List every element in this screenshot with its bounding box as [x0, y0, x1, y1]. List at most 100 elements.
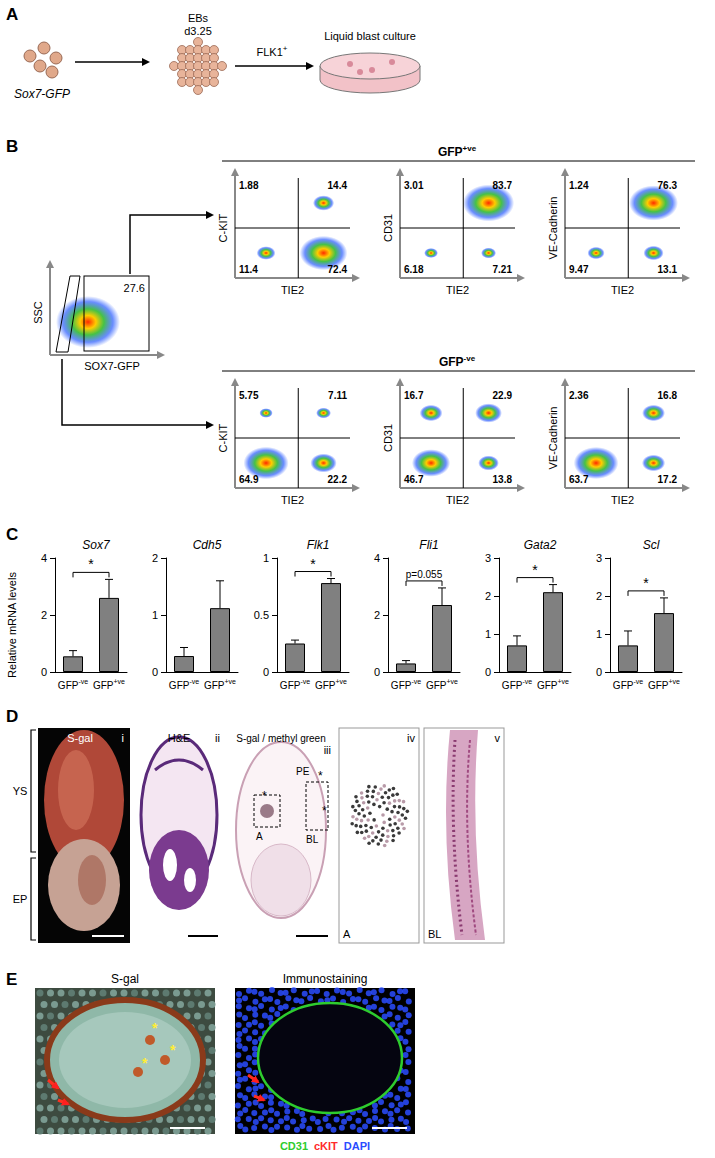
svg-text:13.1: 13.1 — [658, 264, 678, 275]
svg-text:p=0.055: p=0.055 — [406, 569, 443, 580]
svg-text:i: i — [122, 732, 124, 744]
svg-text:0.5: 0.5 — [254, 609, 269, 621]
svg-text:6.18: 6.18 — [404, 264, 424, 275]
svg-text:*: * — [170, 1042, 176, 1058]
svg-text:E: E — [6, 970, 17, 989]
svg-text:+ve: +ve — [669, 678, 681, 685]
svg-text:22.2: 22.2 — [328, 474, 348, 485]
svg-text:1.24: 1.24 — [569, 180, 589, 191]
svg-text:*: * — [152, 1020, 158, 1036]
svg-text:Gata2: Gata2 — [524, 538, 557, 552]
svg-text:GFP: GFP — [502, 680, 523, 691]
svg-text:27.6: 27.6 — [124, 282, 145, 294]
svg-text:*: * — [88, 556, 94, 572]
svg-text:S-gal / methyl green: S-gal / methyl green — [236, 733, 326, 744]
svg-text:3.01: 3.01 — [404, 180, 424, 191]
svg-text:63.7: 63.7 — [569, 474, 589, 485]
svg-text:16.8: 16.8 — [658, 390, 678, 401]
svg-text:-ve: -ve — [78, 678, 88, 685]
svg-text:VE-Cadherin: VE-Cadherin — [547, 197, 559, 260]
svg-text:*: * — [318, 769, 323, 783]
svg-text:*: * — [262, 789, 267, 803]
svg-text:GFP: GFP — [280, 680, 301, 691]
svg-text:17.2: 17.2 — [658, 474, 678, 485]
svg-text:46.7: 46.7 — [404, 474, 424, 485]
svg-text:BL: BL — [306, 834, 319, 845]
svg-text:Immunostaining: Immunostaining — [283, 972, 368, 986]
svg-text:Sox7-GFP: Sox7-GFP — [14, 87, 70, 101]
svg-text:1.88: 1.88 — [239, 180, 259, 191]
svg-text:GFP: GFP — [315, 680, 336, 691]
svg-text:Flk1: Flk1 — [307, 538, 330, 552]
svg-text:11.4: 11.4 — [239, 264, 258, 275]
svg-text:*: * — [532, 562, 538, 578]
svg-text:-ve: -ve — [411, 678, 421, 685]
svg-text:4: 4 — [374, 552, 380, 564]
svg-text:GFP: GFP — [648, 680, 669, 691]
svg-text:*: * — [142, 1055, 148, 1071]
svg-text:+ve: +ve — [336, 678, 348, 685]
svg-text:GFP: GFP — [613, 680, 634, 691]
svg-text:-ve: -ve — [633, 678, 643, 685]
svg-text:*: * — [322, 804, 327, 818]
svg-text:83.7: 83.7 — [493, 180, 513, 191]
svg-text:iv: iv — [407, 732, 415, 744]
svg-text:TIE2: TIE2 — [446, 284, 469, 296]
svg-text:FLK1+: FLK1+ — [257, 44, 288, 58]
svg-text:CD31: CD31 — [382, 214, 394, 242]
svg-text:EP: EP — [13, 893, 28, 905]
svg-text:Liquid blast culture: Liquid blast culture — [324, 30, 416, 42]
svg-text:3: 3 — [596, 552, 602, 564]
svg-text:C: C — [6, 525, 18, 544]
svg-text:64.9: 64.9 — [239, 474, 259, 485]
svg-text:*: * — [643, 575, 649, 591]
svg-text:A: A — [256, 831, 263, 842]
svg-text:ii: ii — [215, 732, 220, 744]
svg-text:1: 1 — [485, 628, 491, 640]
svg-text:S-gal: S-gal — [111, 972, 139, 986]
svg-text:TIE2: TIE2 — [446, 494, 469, 506]
svg-text:TIE2: TIE2 — [611, 284, 634, 296]
svg-text:Relative mRNA levels: Relative mRNA levels — [6, 572, 18, 678]
svg-text:C-KIT: C-KIT — [217, 423, 229, 452]
svg-text:22.9: 22.9 — [493, 390, 513, 401]
svg-text:GFP: GFP — [426, 680, 447, 691]
svg-text:GFP: GFP — [169, 680, 190, 691]
svg-text:H&E: H&E — [168, 732, 191, 744]
svg-text:Cdh5: Cdh5 — [193, 538, 222, 552]
svg-text:SSC: SSC — [32, 301, 44, 324]
svg-text:5.75: 5.75 — [239, 390, 259, 401]
svg-text:0: 0 — [374, 666, 380, 678]
svg-text:C-KIT: C-KIT — [217, 213, 229, 242]
svg-text:0: 0 — [263, 666, 269, 678]
svg-text:-ve: -ve — [522, 678, 532, 685]
svg-text:-ve: -ve — [300, 678, 310, 685]
svg-text:A: A — [6, 5, 18, 24]
svg-text:CD31cKITDAPI: CD31cKITDAPI — [280, 1140, 370, 1152]
svg-text:GFP: GFP — [204, 680, 225, 691]
svg-text:VE-Cadherin: VE-Cadherin — [547, 407, 559, 470]
svg-text:YS: YS — [13, 785, 28, 797]
svg-text:D: D — [6, 707, 18, 726]
svg-text:iii: iii — [324, 744, 331, 756]
svg-text:0: 0 — [596, 666, 602, 678]
svg-text:16.7: 16.7 — [404, 390, 424, 401]
svg-text:Fli1: Fli1 — [419, 538, 438, 552]
svg-text:B: B — [6, 137, 18, 156]
svg-text:2: 2 — [374, 609, 380, 621]
svg-text:GFP-ve: GFP-ve — [439, 354, 476, 369]
svg-text:7.11: 7.11 — [328, 390, 347, 401]
svg-text:PE: PE — [296, 766, 310, 777]
svg-text:9.47: 9.47 — [569, 264, 589, 275]
svg-text:0: 0 — [485, 666, 491, 678]
svg-text:Scl: Scl — [643, 538, 660, 552]
svg-text:+ve: +ve — [447, 678, 459, 685]
svg-text:TIE2: TIE2 — [281, 284, 304, 296]
svg-text:2: 2 — [152, 552, 158, 564]
svg-text:S-gal: S-gal — [67, 732, 93, 744]
svg-text:1: 1 — [596, 628, 602, 640]
svg-text:2: 2 — [485, 590, 491, 602]
svg-text:GFP: GFP — [58, 680, 79, 691]
svg-text:TIE2: TIE2 — [281, 494, 304, 506]
svg-text:TIE2: TIE2 — [611, 494, 634, 506]
